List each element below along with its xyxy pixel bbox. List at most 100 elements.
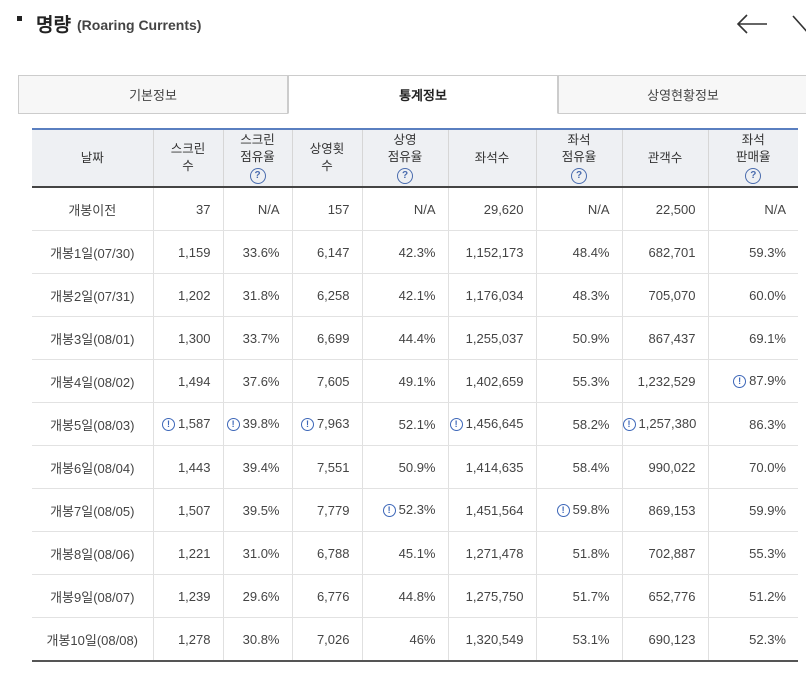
cell-value: 45.1%	[398, 545, 436, 561]
close-icon[interactable]	[785, 10, 806, 38]
record-info-icon[interactable]: !	[733, 374, 747, 388]
cell-shows: 6,776	[292, 574, 363, 618]
cell-seats: 1,451,564	[448, 488, 537, 532]
cell-audience: 22,500	[622, 187, 709, 231]
cell-show-share: 45.1%	[362, 531, 449, 575]
cell-value: 1,202	[177, 287, 211, 303]
column-header-label: 판매율	[735, 150, 771, 164]
cell-audience: 705,070	[622, 273, 709, 317]
cell-show-share: N/A	[362, 187, 449, 231]
cell-screen-share: 33.6%	[223, 230, 293, 274]
cell-shows: 7,605	[292, 359, 363, 403]
help-icon[interactable]: ?	[571, 168, 587, 184]
cell-audience: 867,437	[622, 316, 709, 360]
cell-value: 50.9%	[572, 330, 610, 346]
cell-value: 1,507	[177, 502, 211, 518]
cell-value: 개봉1일(07/30)	[50, 245, 135, 261]
cell-seat-share: N/A	[536, 187, 623, 231]
cell-seat-share: 58.4%	[536, 445, 623, 489]
cell-value: 702,887	[648, 545, 696, 561]
cell-screens: 1,202	[153, 273, 224, 317]
cell-value: 69.1%	[749, 330, 786, 346]
tab-basic-info[interactable]: 기본정보	[18, 75, 288, 114]
cell-screen-share: 29.6%	[223, 574, 293, 618]
column-header-label: 관객수	[647, 150, 683, 165]
cell-value: 1,239	[177, 588, 211, 604]
cell-seat-share: 53.1%	[536, 617, 623, 662]
record-info-icon[interactable]: !	[226, 417, 240, 431]
cell-sales-rate: 69.1%	[708, 316, 798, 360]
cell-value: 7,605	[316, 373, 350, 389]
column-header-sales-rate: 좌석 판매율?	[708, 129, 798, 187]
cell-value: 개봉4일(08/02)	[50, 374, 135, 390]
help-icon[interactable]: ?	[249, 168, 266, 184]
tab-screening-status-info[interactable]: 상영현황정보	[558, 75, 806, 114]
tab-statistics-info[interactable]: 통계정보	[288, 75, 558, 114]
cell-shows: 7,779	[292, 488, 363, 532]
cell-value: 1,456,645	[465, 416, 524, 432]
record-info-icon[interactable]: !	[449, 417, 463, 431]
cell-value: 70.0%	[749, 459, 786, 475]
cell-value: 개봉7일(08/05)	[50, 503, 135, 519]
column-header-audience: 관객수	[622, 129, 709, 187]
cell-value: 46%	[409, 631, 436, 647]
record-info-icon[interactable]: !	[622, 417, 636, 431]
cell-value: 1,587	[177, 416, 211, 432]
cell-value: 개봉9일(08/07)	[50, 589, 135, 605]
cell-value: 53.1%	[572, 631, 610, 647]
column-header-label: 스크린	[240, 133, 275, 147]
cell-value: N/A	[587, 201, 610, 217]
cell-seat-share: ! 59.8%	[536, 488, 623, 532]
cell-seat-share: 48.4%	[536, 230, 623, 274]
cell-sales-rate: 60.0%	[708, 273, 798, 317]
cell-seats: 1,152,173	[448, 230, 537, 274]
cell-seats: 1,271,478	[448, 531, 537, 575]
cell-date: 개봉3일(08/01)	[32, 316, 154, 360]
cell-value: 59.8%	[572, 502, 610, 518]
cell-screens: 1,300	[153, 316, 224, 360]
cell-value: 개봉5일(08/03)	[50, 417, 135, 433]
cell-value: N/A	[413, 201, 436, 217]
cell-value: 37	[196, 201, 211, 217]
cell-value: 개봉3일(08/01)	[50, 331, 135, 347]
cell-seats: 1,176,034	[448, 273, 537, 317]
cell-value: 58.4%	[572, 459, 610, 475]
cell-screens: 37	[153, 187, 224, 231]
cell-shows: ! 7,963	[292, 402, 363, 446]
cell-show-share: 42.3%	[362, 230, 449, 274]
cell-value: 37.6%	[242, 373, 280, 389]
cell-date: 개봉10일(08/08)	[32, 617, 154, 662]
cell-value: 개봉이전	[68, 202, 117, 218]
record-info-icon[interactable]: !	[556, 503, 570, 517]
cell-value: 22,500	[655, 201, 696, 217]
cell-value: 652,776	[648, 588, 696, 604]
cell-value: 87.9%	[749, 373, 786, 389]
cell-value: 1,255,037	[465, 330, 524, 346]
table-row: 개봉4일(08/02) 1,494 37.6% 7,605 49.1% 1,402,659…	[32, 359, 798, 403]
cell-value: 29,620	[483, 201, 524, 217]
column-header-label: 점유율	[387, 150, 423, 164]
cell-value: 1,414,635	[465, 459, 524, 475]
cell-audience: 990,022	[622, 445, 709, 489]
column-header-screens: 스크린 수	[153, 129, 224, 187]
cell-value: 60.0%	[749, 287, 786, 303]
record-info-icon[interactable]: !	[300, 417, 314, 431]
table-row: 개봉2일(07/31) 1,202 31.8% 6,258 42.1% 1,176,034…	[32, 273, 798, 317]
help-icon[interactable]: ?	[397, 168, 413, 184]
cell-value: 48.4%	[572, 244, 610, 260]
record-info-icon[interactable]: !	[382, 503, 396, 517]
cell-value: 869,153	[648, 502, 696, 518]
column-header-label: 좌석	[567, 133, 591, 147]
column-header-label: 상영	[393, 133, 417, 147]
arrow-left-icon[interactable]	[735, 10, 769, 38]
column-header-label: 점유율	[561, 150, 597, 164]
cell-value: 33.6%	[242, 244, 280, 260]
table-row: 개봉6일(08/04) 1,443 39.4% 7,551 50.9% 1,414,635…	[32, 445, 798, 489]
cell-value: 30.8%	[242, 631, 280, 647]
record-info-icon[interactable]: !	[161, 417, 175, 431]
help-icon[interactable]: ?	[745, 168, 762, 184]
cell-value: 1,320,549	[465, 631, 524, 647]
column-header-screen-share: 스크린 점유율?	[223, 129, 293, 187]
